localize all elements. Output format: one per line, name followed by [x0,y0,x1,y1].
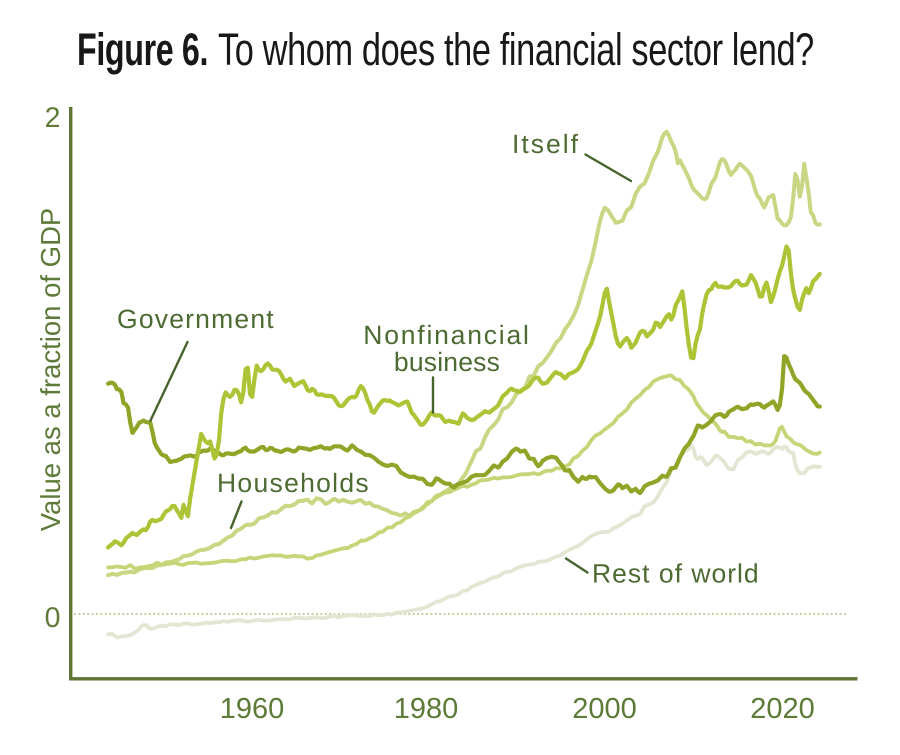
svg-text:Rest of world: Rest of world [592,559,760,589]
svg-text:Itself: Itself [512,129,580,159]
svg-text:2000: 2000 [572,693,637,725]
svg-text:business: business [394,347,500,377]
svg-text:2: 2 [45,102,61,134]
svg-text:1980: 1980 [394,693,459,725]
svg-text:Government: Government [117,304,275,334]
svg-text:1960: 1960 [220,693,285,725]
svg-text:Nonfinancial: Nonfinancial [363,320,530,350]
svg-text:0: 0 [45,602,61,634]
svg-text:2020: 2020 [750,693,815,725]
svg-text:Households: Households [217,468,370,498]
svg-text:Value as a fraction of GDP: Value as a fraction of GDP [35,208,66,532]
